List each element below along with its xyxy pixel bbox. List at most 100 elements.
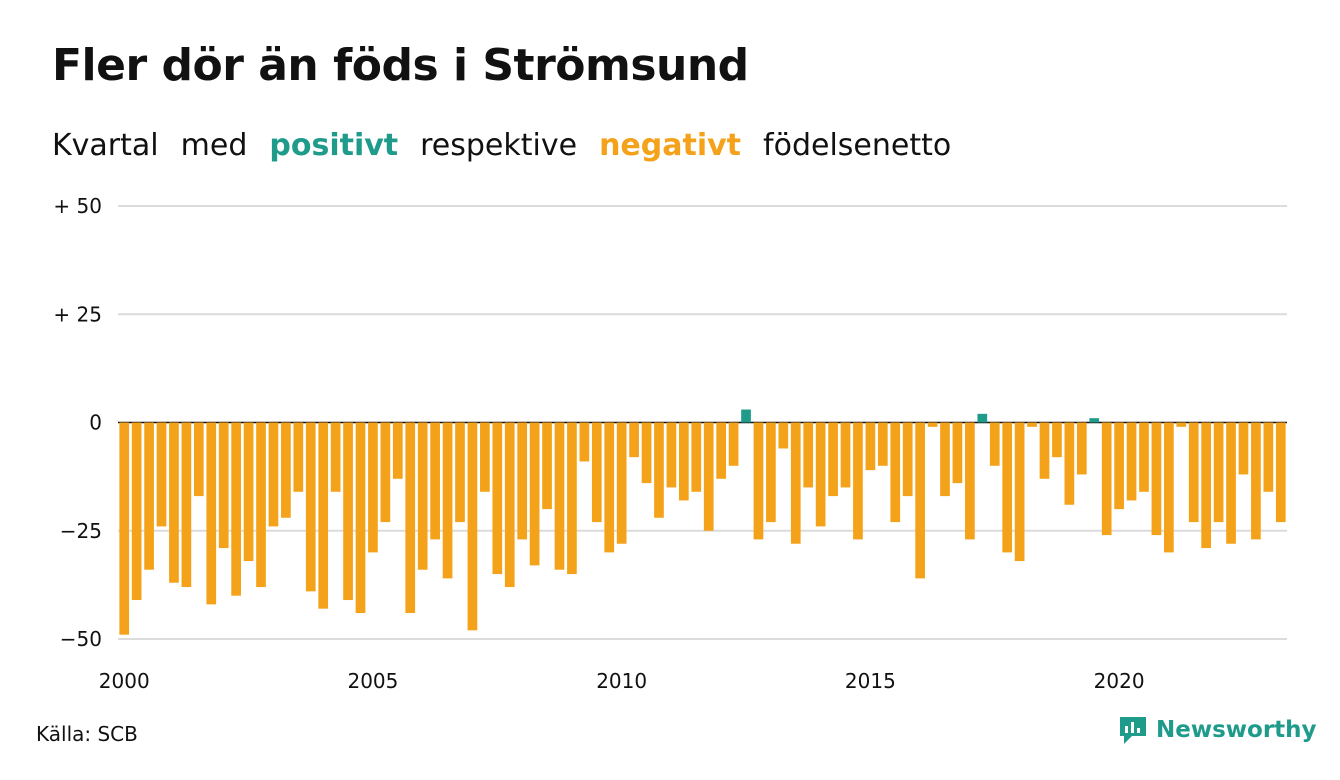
bar — [1014, 422, 1025, 562]
bar — [467, 422, 478, 631]
bar — [1076, 422, 1087, 475]
brand-logo[interactable]: Newsworthy — [1118, 714, 1317, 746]
bar — [629, 422, 639, 458]
bar — [380, 422, 391, 523]
bar — [1139, 422, 1149, 492]
bar — [840, 422, 851, 488]
bar — [318, 422, 329, 609]
chart-title: Fler dör än föds i Strömsund — [52, 40, 749, 91]
bar — [1101, 422, 1112, 536]
bar — [343, 422, 353, 601]
bar — [455, 422, 465, 523]
bar — [952, 422, 963, 484]
bar — [877, 422, 888, 466]
subtitle-word: med — [180, 128, 248, 163]
bar — [417, 422, 428, 570]
bar — [368, 422, 378, 553]
bar — [330, 422, 341, 492]
chart-subtitle: Kvartal med positivt respektive negativt föde… — [52, 128, 973, 163]
bars — [119, 409, 1286, 635]
bar — [181, 422, 192, 588]
bar — [281, 422, 291, 518]
bar — [1275, 422, 1286, 523]
bar — [405, 422, 416, 614]
bar — [803, 422, 814, 488]
y-tick-label: + 50 — [53, 194, 102, 218]
x-tick-label: 2010 — [596, 669, 647, 693]
bar — [1052, 422, 1062, 458]
bar — [1089, 418, 1100, 423]
bar — [480, 422, 490, 492]
brand-name: Newsworthy — [1156, 717, 1317, 743]
bar — [1213, 422, 1224, 523]
x-tick-label: 2000 — [99, 669, 150, 693]
bar — [193, 422, 204, 497]
bar — [144, 422, 154, 570]
bar — [766, 422, 776, 523]
bar — [616, 422, 627, 544]
bar — [815, 422, 826, 527]
newsworthy-logo-icon — [1120, 717, 1146, 744]
bar — [753, 422, 764, 540]
subtitle-positive-label: positivt — [269, 128, 399, 163]
bar — [1151, 422, 1162, 536]
bar — [1251, 422, 1261, 540]
x-tick-label: 2020 — [1094, 669, 1145, 693]
bar — [442, 422, 453, 579]
bar — [666, 422, 677, 488]
bar — [989, 422, 1000, 466]
bar — [430, 422, 440, 540]
bar — [492, 422, 503, 575]
y-tick-label: 0 — [89, 411, 102, 435]
bar — [256, 422, 266, 588]
bar — [1027, 422, 1037, 427]
bar — [778, 422, 789, 449]
bar — [965, 422, 975, 540]
bar — [119, 422, 130, 635]
y-tick-label: + 25 — [53, 302, 102, 326]
source-note: Källa: SCB — [36, 722, 138, 746]
bar — [940, 422, 950, 497]
bar — [206, 422, 217, 605]
subtitle-negative-label: negativt — [599, 128, 742, 163]
bar — [554, 422, 565, 570]
bar — [728, 422, 739, 466]
bar — [305, 422, 316, 592]
y-tick-label: −50 — [60, 627, 102, 651]
bar — [293, 422, 304, 492]
bar — [865, 422, 876, 471]
gridlines — [118, 205, 1287, 640]
bar — [927, 422, 938, 427]
bar — [853, 422, 863, 540]
subtitle-word: Kvartal — [52, 128, 159, 163]
bar — [1226, 422, 1236, 544]
bar — [890, 422, 901, 523]
bar — [1039, 422, 1050, 479]
bar — [977, 413, 988, 423]
y-axis-labels: + 50 + 25 0 −25 −50 — [53, 194, 102, 651]
bar — [542, 422, 552, 510]
bar — [691, 422, 702, 492]
bar — [902, 422, 913, 497]
bar — [741, 409, 751, 423]
bar — [1064, 422, 1075, 505]
bar — [703, 422, 714, 531]
bar — [218, 422, 229, 549]
bar-chart: + 50 + 25 0 −25 −50 2000 2005 2010 2015 2020 — [53, 194, 1287, 693]
bar — [504, 422, 515, 588]
bar — [790, 422, 801, 544]
bar — [679, 422, 689, 501]
bar — [641, 422, 652, 484]
bar — [1114, 422, 1124, 510]
bar — [579, 422, 590, 462]
bar — [604, 422, 615, 553]
bar — [654, 422, 664, 518]
bar — [1176, 422, 1187, 427]
y-tick-label: −25 — [60, 519, 102, 543]
bar — [1126, 422, 1137, 501]
bar — [1201, 422, 1212, 549]
subtitle-word: respektive — [420, 128, 578, 163]
bar — [1002, 422, 1013, 553]
bar — [243, 422, 254, 562]
subtitle-word: födelsenetto — [763, 128, 952, 163]
